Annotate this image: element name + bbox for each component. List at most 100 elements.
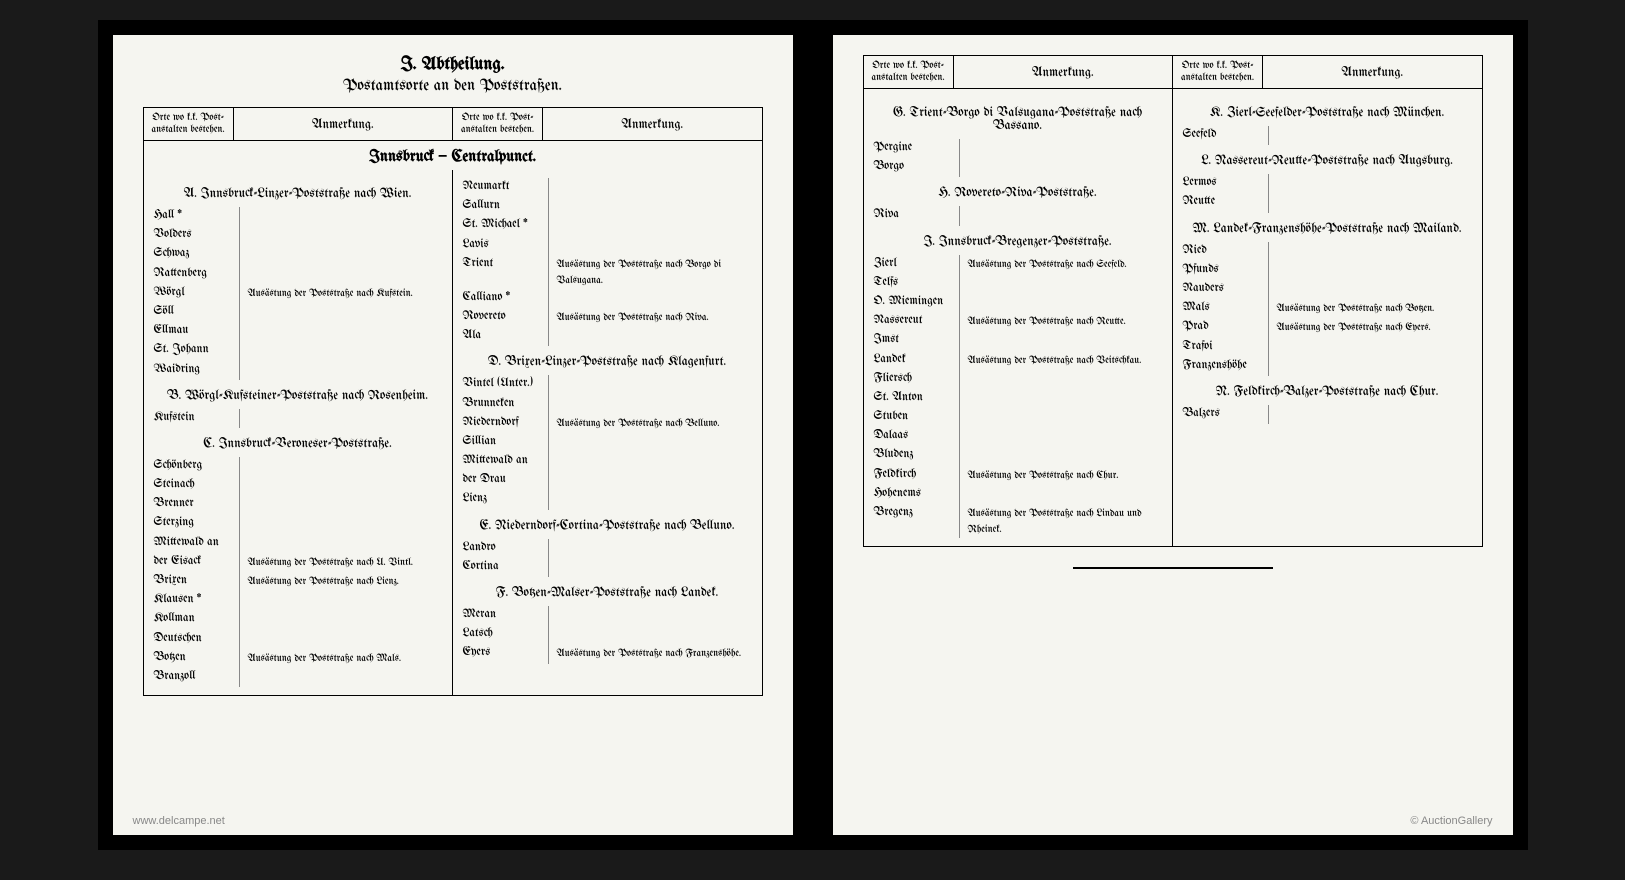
note-text: [1269, 405, 1476, 424]
right-column: NeumarktSallurnSt. Michael *LavisTrientA…: [453, 170, 762, 695]
place-name: Brixen: [150, 572, 240, 591]
note-text: [240, 361, 446, 380]
section-heading: G. Trient-Borgo di Valsugana-Poststraße …: [870, 103, 1166, 137]
place-name: Reutte: [1179, 193, 1269, 212]
note-text: Ausästung der Poststraße nach Franzenshö…: [549, 644, 756, 663]
note-text: [549, 289, 756, 308]
entry-line: Franzenshöhe: [1179, 357, 1476, 376]
place-name: St. Johann: [150, 341, 240, 360]
place-name: Brunneken: [459, 395, 549, 414]
entry-line: Volders: [150, 226, 446, 245]
entry-line: Riva: [870, 206, 1166, 225]
note-text: [549, 375, 756, 394]
entry-line: Lienz: [459, 490, 756, 509]
entry-line: Borgo: [870, 158, 1166, 177]
place-name: Kufstein: [150, 409, 240, 428]
note-text: [1269, 126, 1476, 145]
place-name: der Eisack: [150, 553, 240, 572]
central-heading: Innsbruck — Centralpunct.: [144, 141, 762, 170]
header-row: Orte wo k.k. Post-anstalten bestehen. An…: [144, 108, 762, 141]
entry-line: Pergine: [870, 139, 1166, 158]
section-heading: A. Innsbruck-Linzer-Poststraße nach Wien…: [150, 184, 446, 205]
note-text: [960, 206, 1166, 225]
place-name: Seefeld: [1179, 126, 1269, 145]
place-name: Lermos: [1179, 174, 1269, 193]
header-col2: Anmerkung.: [954, 56, 1174, 88]
entry-line: Trafoi: [1179, 338, 1476, 357]
note-text: Ausästung der Poststraße nach Belluno.: [549, 414, 756, 433]
entry-line: TrientAusästung der Poststraße nach Borg…: [459, 255, 756, 289]
note-text: [240, 591, 446, 610]
note-text: [549, 625, 756, 644]
left-column: A. Innsbruck-Linzer-Poststraße nach Wien…: [144, 170, 453, 695]
place-name: Sallurn: [459, 197, 549, 216]
place-name: Eyers: [459, 644, 549, 663]
header-col2: Anmerkung.: [234, 108, 454, 140]
entry-line: Branzoll: [150, 668, 446, 687]
section-heading: D. Brixen-Linzer-Poststraße nach Klagenf…: [459, 352, 756, 373]
entry-line: Lavis: [459, 236, 756, 255]
place-name: Brenner: [150, 495, 240, 514]
section-heading: B. Wörgl-Kufsteiner-Poststraße nach Rose…: [150, 386, 446, 407]
entry-line: Pfunds: [1179, 261, 1476, 280]
place-name: Kollman: [150, 610, 240, 629]
section-heading: E. Niederndorf-Cortina-Poststraße nach B…: [459, 516, 756, 537]
note-text: [240, 534, 446, 553]
note-text: [960, 408, 1166, 427]
entry-line: Hall *: [150, 207, 446, 226]
note-text: [549, 327, 756, 346]
place-name: St. Michael *: [459, 216, 549, 235]
note-text: [549, 490, 756, 509]
note-text: [240, 245, 446, 264]
place-name: Pfunds: [1179, 261, 1269, 280]
place-name: Wörgl: [150, 284, 240, 303]
page-title: I. Abtheilung.: [143, 55, 763, 74]
note-text: [240, 514, 446, 533]
note-text: [960, 274, 1166, 293]
note-text: Ausästung der Poststraße nach U. Vintl.: [240, 553, 446, 572]
place-name: Nauders: [1179, 280, 1269, 299]
place-name: Feldkirch: [870, 466, 960, 485]
note-text: Ausästung der Poststraße nach Lindau und…: [960, 504, 1166, 538]
place-name: Bregenz: [870, 504, 960, 538]
note-text: [549, 539, 756, 558]
entry-line: Hohenems: [870, 485, 1166, 504]
note-text: Ausästung der Poststraße nach Riva.: [549, 308, 756, 327]
note-text: [1269, 338, 1476, 357]
entry-line: Brenner: [150, 495, 446, 514]
place-name: Ellmau: [150, 322, 240, 341]
place-name: Mittewald an: [150, 534, 240, 553]
place-name: Fliersch: [870, 370, 960, 389]
section-heading: K. Zierl-Seefelder-Poststraße nach Münch…: [1179, 103, 1476, 124]
place-name: Botzen: [150, 649, 240, 668]
entry-line: Meran: [459, 606, 756, 625]
entry-line: Telfs: [870, 274, 1166, 293]
note-text: [1269, 357, 1476, 376]
place-name: Schönberg: [150, 457, 240, 476]
note-text: Ausästung der Poststraße nach Borgo di V…: [549, 255, 756, 289]
note-text: [240, 207, 446, 226]
entry-line: Nauders: [1179, 280, 1476, 299]
section-heading: L. Nassereut-Reutte-Poststraße nach Augs…: [1179, 151, 1476, 172]
note-text: Ausästung der Poststraße nach Reutte.: [960, 312, 1166, 331]
entry-line: NassereutAusästung der Poststraße nach R…: [870, 312, 1166, 331]
entry-line: Fliersch: [870, 370, 1166, 389]
note-text: [549, 433, 756, 452]
header-row: Orte wo k.k. Post-anstalten bestehen. An…: [864, 56, 1482, 89]
place-name: Ala: [459, 327, 549, 346]
entry-line: Brunneken: [459, 395, 756, 414]
place-name: Landro: [459, 539, 549, 558]
book-spread: I. Abtheilung. Postamtsorte an den Posts…: [98, 20, 1528, 850]
note-text: [240, 341, 446, 360]
note-text: [1269, 242, 1476, 261]
note-text: [240, 322, 446, 341]
page-subtitle: Postamtsorte an den Poststraßen.: [143, 78, 763, 95]
note-text: Ausästung der Poststraße nach Veitschkau…: [960, 351, 1166, 370]
entry-line: EyersAusästung der Poststraße nach Franz…: [459, 644, 756, 663]
place-name: Dalaas: [870, 427, 960, 446]
note-text: [549, 197, 756, 216]
header-col4: Anmerkung.: [543, 108, 762, 140]
entry-line: BrixenAusästung der Poststraße nach Lien…: [150, 572, 446, 591]
entry-line: Schönberg: [150, 457, 446, 476]
entry-line: Söll: [150, 303, 446, 322]
